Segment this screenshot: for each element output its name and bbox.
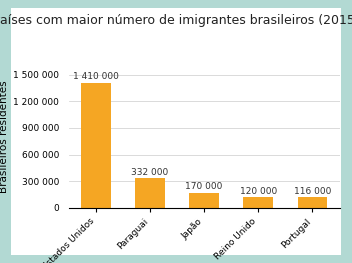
Bar	[81, 83, 111, 208]
Text: 332 000: 332 000	[131, 168, 169, 177]
Bar	[244, 197, 273, 208]
Bar	[189, 193, 219, 208]
Text: 1 410 000: 1 410 000	[73, 72, 119, 81]
Bar	[135, 178, 165, 208]
Text: Países com maior número de imigrantes brasileiros (2015): Países com maior número de imigrantes br…	[0, 14, 352, 27]
Bar	[297, 198, 327, 208]
Y-axis label: Brasileiros residentes: Brasileiros residentes	[0, 80, 9, 193]
Text: 116 000: 116 000	[294, 187, 331, 196]
Text: 120 000: 120 000	[240, 187, 277, 196]
Text: 170 000: 170 000	[186, 182, 223, 191]
